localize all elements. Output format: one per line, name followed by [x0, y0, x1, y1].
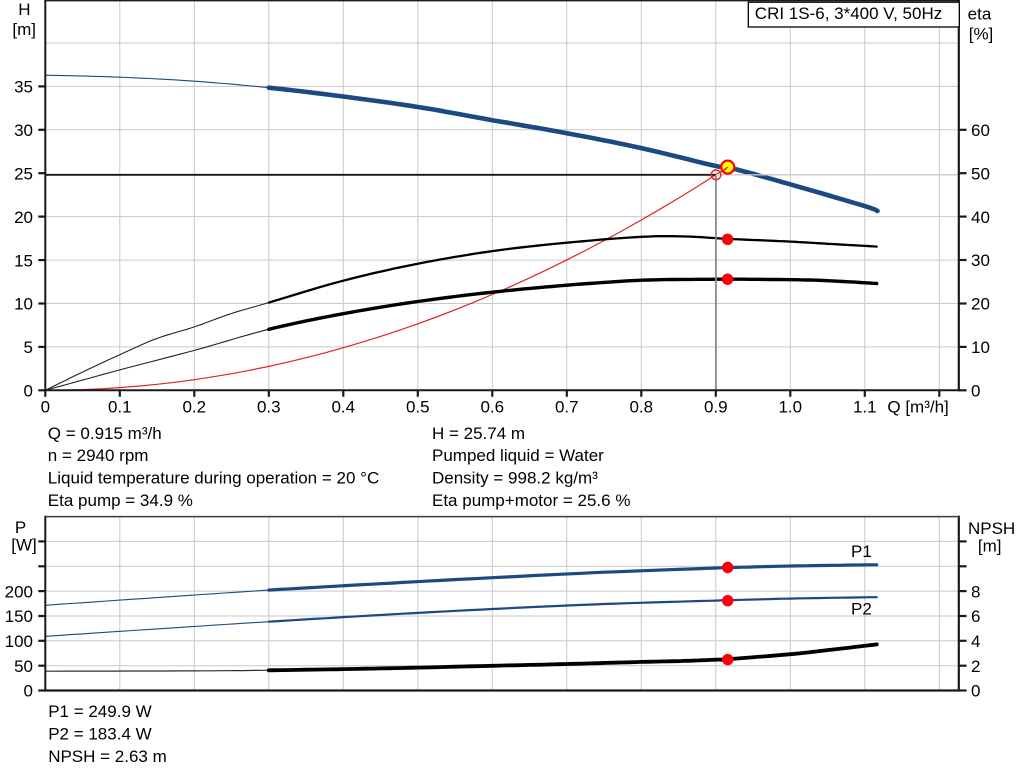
svg-text:0: 0	[24, 382, 33, 401]
svg-text:20: 20	[14, 208, 33, 227]
svg-text:30: 30	[971, 251, 990, 270]
svg-text:P2: P2	[851, 600, 872, 619]
svg-text:5: 5	[24, 338, 33, 357]
svg-text:Q = 0.915 m³/h: Q = 0.915 m³/h	[48, 424, 162, 443]
svg-text:Pumped liquid = Water: Pumped liquid = Water	[432, 446, 604, 465]
svg-text:25: 25	[14, 164, 33, 183]
svg-text:CRI 1S-6, 3*400 V, 50Hz: CRI 1S-6, 3*400 V, 50Hz	[755, 4, 942, 23]
svg-text:eta: eta	[968, 4, 992, 23]
svg-text:2: 2	[971, 657, 980, 676]
svg-text:0.8: 0.8	[629, 397, 653, 416]
svg-text:0.1: 0.1	[108, 397, 132, 416]
svg-text:0.3: 0.3	[257, 397, 281, 416]
svg-text:P1 = 249.9 W: P1 = 249.9 W	[48, 702, 151, 721]
svg-text:Eta pump+motor = 25.6 %: Eta pump+motor = 25.6 %	[432, 491, 630, 510]
svg-text:8: 8	[971, 582, 980, 601]
svg-text:0: 0	[24, 682, 33, 701]
svg-text:1.1: 1.1	[853, 397, 877, 416]
svg-text:6: 6	[971, 607, 980, 626]
svg-text:0.7: 0.7	[555, 397, 579, 416]
svg-text:60: 60	[971, 121, 990, 140]
svg-text:20: 20	[971, 295, 990, 314]
svg-text:H = 25.74 m: H = 25.74 m	[432, 424, 525, 443]
svg-text:1.0: 1.0	[778, 397, 802, 416]
svg-text:Density = 998.2 kg/m³: Density = 998.2 kg/m³	[432, 469, 598, 488]
svg-text:4: 4	[971, 632, 980, 651]
svg-text:30: 30	[14, 121, 33, 140]
svg-text:50: 50	[14, 657, 33, 676]
svg-text:15: 15	[14, 251, 33, 270]
svg-text:n = 2940 rpm: n = 2940 rpm	[48, 446, 149, 465]
svg-text:H: H	[18, 0, 30, 19]
svg-text:50: 50	[971, 164, 990, 183]
svg-text:200: 200	[5, 582, 33, 601]
svg-text:0: 0	[971, 682, 980, 701]
svg-text:35: 35	[14, 78, 33, 97]
svg-text:Eta pump = 34.9 %: Eta pump = 34.9 %	[48, 491, 193, 510]
svg-text:0: 0	[971, 382, 980, 401]
svg-text:P1: P1	[851, 542, 872, 561]
svg-text:P2 = 183.4 W: P2 = 183.4 W	[48, 725, 151, 744]
svg-text:0.4: 0.4	[331, 397, 355, 416]
svg-text:P: P	[15, 518, 26, 537]
svg-text:[%]: [%]	[969, 24, 994, 43]
svg-text:[m]: [m]	[978, 536, 1002, 555]
svg-text:0.2: 0.2	[182, 397, 206, 416]
svg-text:150: 150	[5, 607, 33, 626]
svg-text:NPSH: NPSH	[968, 519, 1015, 538]
svg-text:0.9: 0.9	[704, 397, 728, 416]
svg-text:Liquid temperature during oper: Liquid temperature during operation = 20…	[48, 469, 379, 488]
svg-text:0.5: 0.5	[406, 397, 430, 416]
svg-text:[W]: [W]	[11, 536, 37, 555]
svg-text:100: 100	[5, 632, 33, 651]
svg-text:0.6: 0.6	[480, 397, 504, 416]
svg-text:10: 10	[14, 295, 33, 314]
svg-text:NPSH = 2.63 m: NPSH = 2.63 m	[48, 747, 167, 766]
svg-text:[m]: [m]	[12, 20, 36, 39]
svg-text:40: 40	[971, 208, 990, 227]
svg-text:10: 10	[971, 338, 990, 357]
svg-text:0: 0	[41, 397, 50, 416]
svg-text:Q [m³/h]: Q [m³/h]	[887, 397, 948, 416]
